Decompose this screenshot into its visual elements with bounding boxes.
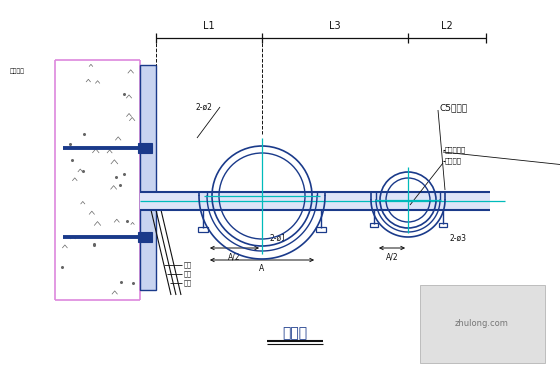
- Text: C5型管卡: C5型管卡: [440, 104, 468, 112]
- Text: L1: L1: [203, 21, 215, 31]
- Bar: [370, 223, 377, 227]
- Text: 膨胀螺栺: 膨胀螺栺: [10, 68, 25, 74]
- Bar: [140, 192, 490, 210]
- Text: 支承角钔: 支承角钔: [445, 158, 462, 164]
- Text: A/2: A/2: [228, 252, 241, 261]
- Bar: [198, 227, 208, 232]
- Bar: [316, 227, 326, 232]
- Text: A/2: A/2: [386, 252, 398, 261]
- Text: zhulong.com: zhulong.com: [455, 320, 509, 328]
- Bar: [138, 143, 152, 153]
- Text: 2-ø3: 2-ø3: [450, 234, 467, 243]
- Text: 绵绳橡胶座: 绵绳橡胶座: [445, 147, 466, 153]
- Bar: [138, 232, 152, 242]
- Text: L2: L2: [441, 21, 453, 31]
- Text: L3: L3: [329, 21, 341, 31]
- Text: 2-ø1: 2-ø1: [270, 234, 287, 243]
- Text: 锤板: 锤板: [184, 280, 192, 286]
- Text: A: A: [259, 264, 265, 273]
- Text: 2-ø2: 2-ø2: [195, 102, 212, 111]
- Bar: [438, 223, 446, 227]
- Text: 立面图: 立面图: [282, 326, 307, 340]
- Bar: [420, 285, 545, 363]
- Bar: [140, 65, 156, 290]
- Text: 庞圈: 庞圈: [184, 271, 192, 277]
- Text: 螺母: 螺母: [184, 262, 192, 268]
